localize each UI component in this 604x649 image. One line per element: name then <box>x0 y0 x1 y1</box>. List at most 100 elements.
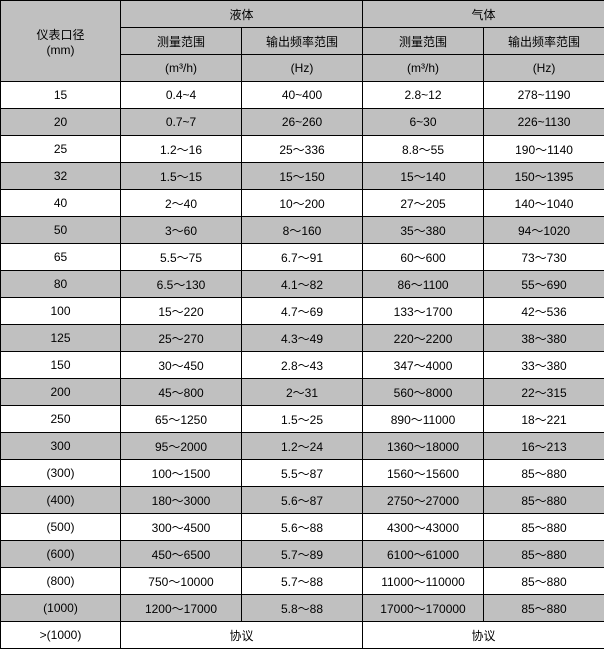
cell-lf: 5.7～88 <box>242 568 363 595</box>
cell-dia: 40 <box>1 190 121 217</box>
cell-dia: 200 <box>1 379 121 406</box>
cell-gm: 60～600 <box>363 244 484 271</box>
cell-gf: 150～1395 <box>484 163 604 190</box>
header-gas-measure-unit: (m³/h) <box>363 55 484 82</box>
cell-lf: 2～31 <box>242 379 363 406</box>
cell-lf: 4.1～82 <box>242 271 363 298</box>
table-row: (500)300～45005.6～884300～4300085～880 <box>1 514 604 541</box>
header-liquid-freq-unit: (Hz) <box>242 55 363 82</box>
cell-gf: 55～690 <box>484 271 604 298</box>
table-body: 150.4~440~4002.8~12278~1190200.7~726~260… <box>1 82 604 649</box>
cell-lm: 3～60 <box>121 217 242 244</box>
cell-gm: 1360～18000 <box>363 433 484 460</box>
cell-lf: 5.6～88 <box>242 514 363 541</box>
cell-dia: (400) <box>1 487 121 514</box>
header-gas: 气体 <box>363 1 604 28</box>
cell-gm: 133～1700 <box>363 298 484 325</box>
cell-lm: 6.5～130 <box>121 271 242 298</box>
cell-gm: 6~30 <box>363 109 484 136</box>
cell-gf: 38～380 <box>484 325 604 352</box>
header-diameter-label: 仪表口径 <box>36 28 84 42</box>
cell-dia: 125 <box>1 325 121 352</box>
cell-gf: 190～1140 <box>484 136 604 163</box>
cell-gf: 22～315 <box>484 379 604 406</box>
table-row: (800)750～100005.7～8811000～11000085～880 <box>1 568 604 595</box>
table-row: 25065～12501.5～25890～1100018～221 <box>1 406 604 433</box>
table-row: 402～4010～20027～205140～1040 <box>1 190 604 217</box>
cell-lf: 1.2～24 <box>242 433 363 460</box>
cell-dia: 65 <box>1 244 121 271</box>
cell-dia: 25 <box>1 136 121 163</box>
table-row: 15030～4502.8～43347～400033～380 <box>1 352 604 379</box>
cell-lf: 4.7～69 <box>242 298 363 325</box>
cell-dia: 80 <box>1 271 121 298</box>
table-row: 10015～2204.7～69133～170042～536 <box>1 298 604 325</box>
cell-lm: 95～2000 <box>121 433 242 460</box>
header-liquid-freq: 输出频率范围 <box>242 28 363 55</box>
cell-lm: 30～450 <box>121 352 242 379</box>
table-row: (400)180～30005.6～872750～2700085～880 <box>1 487 604 514</box>
table-row: 200.7~726~2606~30226~1130 <box>1 109 604 136</box>
cell-gm: 560～8000 <box>363 379 484 406</box>
header-gas-freq: 输出频率范围 <box>484 28 604 55</box>
cell-lm: 0.7~7 <box>121 109 242 136</box>
cell-lm: 100～1500 <box>121 460 242 487</box>
cell-lm: 45～800 <box>121 379 242 406</box>
header-gas-freq-unit: (Hz) <box>484 55 604 82</box>
cell-gm: 347～4000 <box>363 352 484 379</box>
cell-lf: 8～160 <box>242 217 363 244</box>
table-row: 20045～8002～31560～800022～315 <box>1 379 604 406</box>
cell-lf: 2.8～43 <box>242 352 363 379</box>
cell-dia: (500) <box>1 514 121 541</box>
cell-gm: 8.8～55 <box>363 136 484 163</box>
cell-gf: 18～221 <box>484 406 604 433</box>
header-liquid-measure: 测量范围 <box>121 28 242 55</box>
cell-lm: 1200～17000 <box>121 595 242 622</box>
cell-lf: 26~260 <box>242 109 363 136</box>
table-row: 150.4~440~4002.8~12278~1190 <box>1 82 604 109</box>
cell-lf: 40~400 <box>242 82 363 109</box>
cell-lf: 6.7～91 <box>242 244 363 271</box>
cell-dia: 300 <box>1 433 121 460</box>
cell-dia: 15 <box>1 82 121 109</box>
cell-dia: (800) <box>1 568 121 595</box>
table-row: 251.2～1625～3368.8～55190～1140 <box>1 136 604 163</box>
table-row: 503～608～16035～38094～1020 <box>1 217 604 244</box>
table-row: 806.5～1304.1～8286～110055～690 <box>1 271 604 298</box>
cell-lm: 0.4~4 <box>121 82 242 109</box>
cell-gf: 94～1020 <box>484 217 604 244</box>
cell-lm: 750～10000 <box>121 568 242 595</box>
cell-gf: 278~1190 <box>484 82 604 109</box>
cell-dia: 32 <box>1 163 121 190</box>
cell-gm: 2750～27000 <box>363 487 484 514</box>
cell-gm: 11000～110000 <box>363 568 484 595</box>
cell-dia: 100 <box>1 298 121 325</box>
cell-dia: 250 <box>1 406 121 433</box>
cell-lm: 300～4500 <box>121 514 242 541</box>
header-liquid-measure-unit: (m³/h) <box>121 55 242 82</box>
cell-gf: 140～1040 <box>484 190 604 217</box>
cell-gf: 85～880 <box>484 460 604 487</box>
header-liquid: 液体 <box>121 1 363 28</box>
table-row: (600)450～65005.7～896100～6100085～880 <box>1 541 604 568</box>
cell-lf: 5.6～87 <box>242 487 363 514</box>
cell-dia: 50 <box>1 217 121 244</box>
table-row: >(1000)协议协议 <box>1 622 604 649</box>
table-row: 321.5～1515～15015～140150～1395 <box>1 163 604 190</box>
cell-gf: 226~1130 <box>484 109 604 136</box>
cell-gf: 85～880 <box>484 568 604 595</box>
table-row: 30095～20001.2～241360～1800016～213 <box>1 433 604 460</box>
cell-gm: 17000～170000 <box>363 595 484 622</box>
cell-gm: 86～1100 <box>363 271 484 298</box>
cell-lf: 5.5～87 <box>242 460 363 487</box>
table-header: 仪表口径 (mm) 液体 气体 测量范围 输出频率范围 测量范围 输出频率范围 … <box>1 1 604 82</box>
cell-gm: 1560～15600 <box>363 460 484 487</box>
cell-lm: 25～270 <box>121 325 242 352</box>
cell-gf: 73～730 <box>484 244 604 271</box>
cell-gm: 6100～61000 <box>363 541 484 568</box>
cell-lf: 5.8～88 <box>242 595 363 622</box>
cell-lf: 15～150 <box>242 163 363 190</box>
cell-dia: (300) <box>1 460 121 487</box>
cell-gm: 35～380 <box>363 217 484 244</box>
cell-gf: 42～536 <box>484 298 604 325</box>
